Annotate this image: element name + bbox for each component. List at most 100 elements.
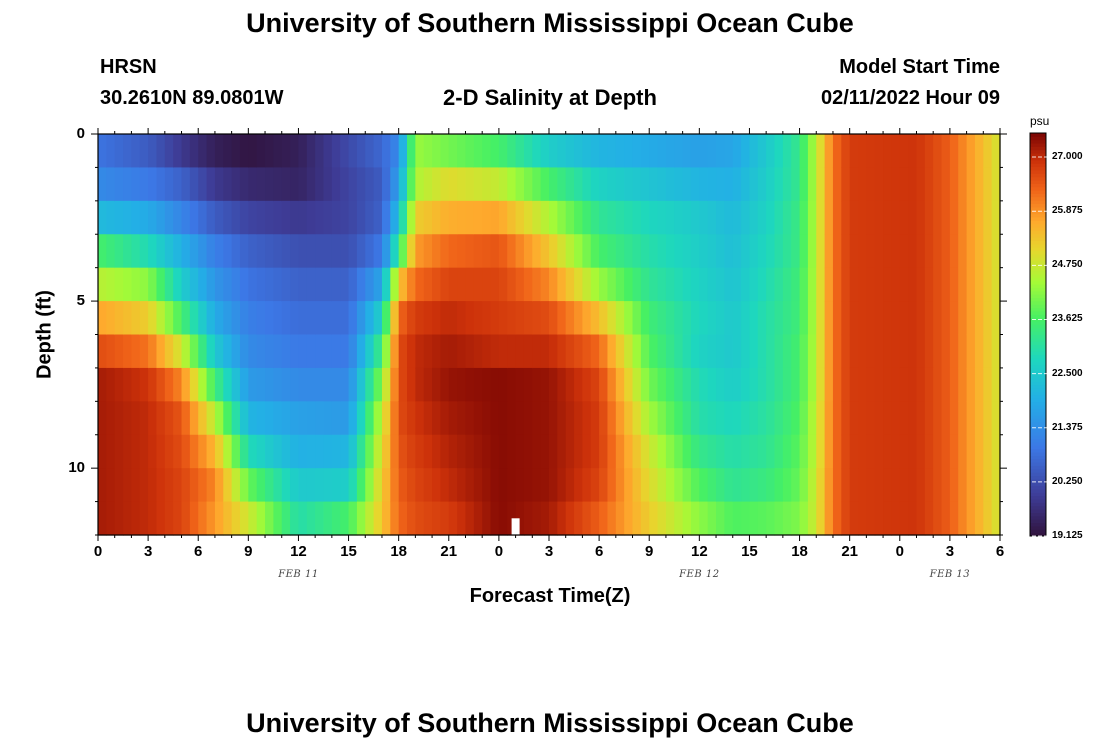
heatmap-cell bbox=[832, 401, 842, 436]
heatmap-cell bbox=[916, 468, 926, 503]
heatmap-cell bbox=[891, 334, 901, 369]
heatmap-cell bbox=[974, 267, 984, 302]
heatmap-cell bbox=[774, 267, 784, 302]
x-axis-label: Forecast Time(Z) bbox=[469, 585, 631, 607]
heatmap-cell bbox=[290, 334, 300, 369]
heatmap-cell bbox=[640, 401, 650, 436]
heatmap-cell bbox=[624, 200, 634, 235]
heatmap-cell bbox=[331, 468, 341, 503]
heatmap-cell bbox=[949, 134, 959, 169]
heatmap-cell bbox=[782, 167, 792, 202]
heatmap-cell bbox=[398, 167, 408, 202]
heatmap-cell bbox=[757, 501, 767, 536]
heatmap-cell bbox=[974, 501, 984, 536]
heatmap-cell bbox=[674, 134, 684, 169]
heatmap-cell bbox=[924, 367, 934, 402]
heatmap-cell bbox=[582, 200, 592, 235]
heatmap-cell bbox=[248, 334, 258, 369]
heatmap-cell bbox=[473, 167, 483, 202]
heatmap-cell bbox=[315, 367, 325, 402]
heatmap-cell bbox=[273, 301, 283, 336]
heatmap-cell bbox=[816, 501, 826, 536]
heatmap-cell bbox=[114, 501, 124, 536]
heatmap-cell bbox=[574, 301, 584, 336]
heatmap-cell bbox=[139, 234, 149, 269]
heatmap-cell bbox=[256, 267, 266, 302]
heatmap-cell bbox=[565, 468, 575, 503]
heatmap-cell bbox=[924, 334, 934, 369]
heatmap-cell bbox=[824, 334, 834, 369]
colorbar-segment bbox=[1030, 337, 1046, 342]
heatmap-cell bbox=[131, 234, 141, 269]
heatmap-cell bbox=[98, 301, 107, 336]
heatmap-cell bbox=[899, 267, 909, 302]
heatmap-cell bbox=[908, 501, 918, 536]
heatmap-cell bbox=[883, 334, 893, 369]
heatmap-cell bbox=[440, 468, 450, 503]
colorbar-segment bbox=[1030, 448, 1046, 453]
colorbar-segment bbox=[1030, 186, 1046, 191]
heatmap-cell bbox=[306, 501, 316, 536]
date-label: FEB 11 bbox=[278, 569, 319, 580]
heatmap-cell bbox=[665, 434, 675, 469]
heatmap-cell bbox=[440, 134, 450, 169]
heatmap-cell bbox=[757, 267, 767, 302]
heatmap-cell bbox=[883, 301, 893, 336]
heatmap-cell bbox=[565, 134, 575, 169]
heatmap-cell bbox=[690, 267, 700, 302]
heatmap-cell bbox=[807, 401, 817, 436]
heatmap-cell bbox=[457, 167, 467, 202]
heatmap-cell bbox=[281, 200, 291, 235]
heatmap-cell bbox=[432, 501, 442, 536]
heatmap-cell bbox=[331, 434, 341, 469]
heatmap-cell bbox=[273, 334, 283, 369]
heatmap-cell bbox=[599, 367, 609, 402]
heatmap-cell bbox=[98, 367, 107, 402]
heatmap-cell bbox=[457, 434, 467, 469]
heatmap-cell bbox=[724, 401, 734, 436]
heatmap-cell bbox=[448, 367, 458, 402]
heatmap-cell bbox=[866, 501, 876, 536]
heatmap-cell bbox=[874, 501, 884, 536]
heatmap-cell bbox=[866, 367, 876, 402]
heatmap-cell bbox=[599, 468, 609, 503]
heatmap-cell bbox=[281, 434, 291, 469]
heatmap-cell bbox=[323, 468, 333, 503]
heatmap-cell bbox=[381, 501, 391, 536]
heatmap-cell bbox=[949, 468, 959, 503]
heatmap-cell bbox=[607, 501, 617, 536]
heatmap-cell bbox=[465, 234, 475, 269]
heatmap-cell bbox=[807, 167, 817, 202]
heatmap-cell bbox=[223, 468, 233, 503]
heatmap-cell bbox=[640, 301, 650, 336]
heatmap-cell bbox=[265, 167, 274, 202]
heatmap-cell bbox=[365, 468, 375, 503]
colorbar-segment bbox=[1030, 307, 1046, 312]
heatmap-cell bbox=[924, 134, 934, 169]
heatmap-cell bbox=[791, 234, 801, 269]
heatmap-cell bbox=[874, 234, 884, 269]
heatmap-cell bbox=[381, 334, 391, 369]
heatmap-cell bbox=[858, 501, 867, 536]
heatmap-cell bbox=[933, 501, 943, 536]
colorbar-segment bbox=[1030, 364, 1046, 369]
colorbar-segment bbox=[1030, 499, 1046, 503]
heatmap-cell bbox=[523, 434, 533, 469]
colorbar-segment bbox=[1030, 502, 1046, 507]
heatmap-cell bbox=[448, 167, 458, 202]
heatmap-cell bbox=[473, 401, 483, 436]
heatmap-cell bbox=[732, 234, 742, 269]
heatmap-cell bbox=[315, 401, 325, 436]
heatmap-cell bbox=[841, 501, 851, 536]
heatmap-cell bbox=[933, 134, 943, 169]
heatmap-cell bbox=[523, 200, 533, 235]
heatmap-cell bbox=[807, 434, 817, 469]
heatmap-cell bbox=[974, 234, 984, 269]
heatmap-cell bbox=[824, 468, 834, 503]
heatmap-cell bbox=[916, 301, 926, 336]
heatmap-cell bbox=[273, 501, 283, 536]
heatmap-cell bbox=[916, 234, 926, 269]
heatmap-cell bbox=[181, 200, 191, 235]
heatmap-cell bbox=[933, 267, 943, 302]
heatmap-cell bbox=[532, 234, 542, 269]
